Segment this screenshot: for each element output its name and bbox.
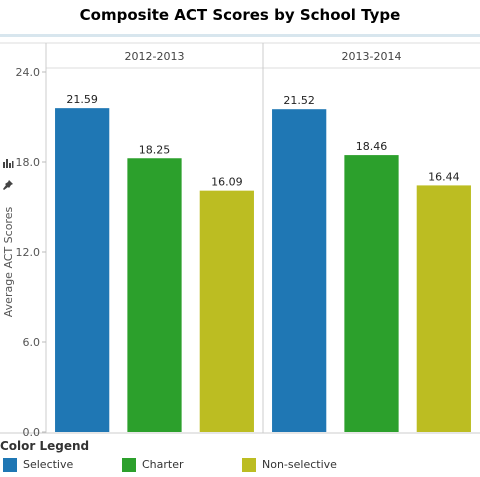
y-axis-title: Average ACT Scores xyxy=(2,207,15,318)
bar-data-label: 18.25 xyxy=(139,143,171,156)
y-tick-label: 12.0 xyxy=(16,246,41,259)
y-tick-label: 0.0 xyxy=(23,426,41,437)
bar-data-label: 16.44 xyxy=(428,170,460,183)
legend-label: Charter xyxy=(142,458,184,471)
pin-icon[interactable] xyxy=(2,179,14,191)
bar-non-selective-2012-2013 xyxy=(199,190,254,432)
chart-title: Composite ACT Scores by School Type xyxy=(79,6,401,24)
legend-swatch xyxy=(122,458,136,472)
panel-header-label: 2012-2013 xyxy=(125,50,185,63)
legend-label: Selective xyxy=(23,458,74,471)
header-band xyxy=(0,34,480,37)
bar-charter-2013-2014 xyxy=(344,155,399,432)
bar-data-label: 16.09 xyxy=(211,176,243,189)
bar-data-label: 21.52 xyxy=(283,94,315,107)
bar-chart: 0.0 6.0 12.0 18.0 24.0 Average ACT Scores 2012… xyxy=(0,42,480,437)
bar-chart-icon[interactable] xyxy=(2,157,14,169)
bar-selective-2013-2014 xyxy=(272,109,327,432)
bar-non-selective-2013-2014 xyxy=(416,185,471,432)
bar-selective-2012-2013 xyxy=(55,108,110,433)
y-tick-label: 6.0 xyxy=(23,336,41,349)
y-tick-label: 18.0 xyxy=(16,156,41,169)
legend-title: Color Legend xyxy=(0,439,90,453)
legend-label: Non-selective xyxy=(262,458,337,471)
legend-swatch xyxy=(242,458,256,472)
bar-data-label: 18.46 xyxy=(356,140,388,153)
y-tick-label: 24.0 xyxy=(16,66,41,79)
legend-swatch xyxy=(3,458,17,472)
bar-data-label: 21.59 xyxy=(66,93,98,106)
bar-charter-2012-2013 xyxy=(127,158,182,432)
panel-header-label: 2013-2014 xyxy=(342,50,402,63)
